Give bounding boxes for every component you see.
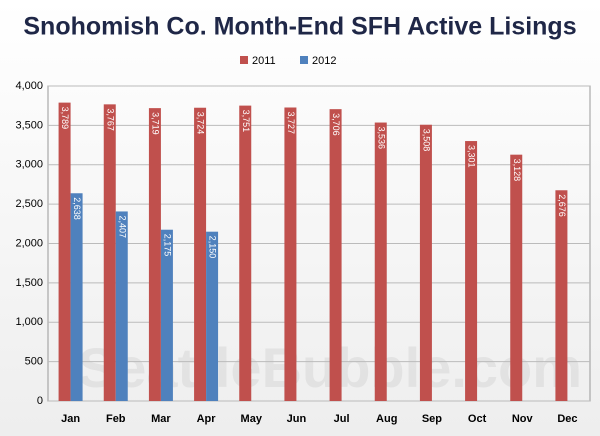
- bar: [160, 229, 173, 401]
- y-tick-label: 0: [37, 395, 43, 407]
- value-label: 2,638: [72, 197, 82, 220]
- value-label: 3,128: [512, 159, 522, 182]
- value-label: 3,789: [60, 107, 70, 130]
- value-label: 3,767: [105, 108, 115, 131]
- bar: [58, 102, 71, 402]
- value-label: 2,407: [117, 215, 127, 238]
- bar: [510, 154, 523, 401]
- y-tick-label: 1,500: [15, 277, 43, 289]
- legend-swatch: [300, 56, 308, 64]
- bar: [329, 109, 342, 401]
- value-label: 3,724: [196, 112, 206, 135]
- legend-label: 2011: [252, 55, 276, 67]
- bar: [465, 141, 478, 401]
- y-tick-label: 3,000: [15, 159, 43, 171]
- bar: [555, 190, 568, 401]
- x-tick-label: Feb: [106, 413, 126, 425]
- legend-swatch: [240, 56, 248, 64]
- x-tick-label: Jul: [334, 413, 350, 425]
- y-tick-label: 1,000: [15, 316, 43, 328]
- value-label: 3,508: [422, 129, 432, 152]
- x-tick-label: Aug: [376, 413, 397, 425]
- value-label: 3,727: [286, 111, 296, 134]
- x-tick-label: Jun: [287, 413, 307, 425]
- bar: [115, 211, 128, 401]
- bar: [148, 108, 161, 401]
- y-tick-label: 3,500: [15, 119, 43, 131]
- y-tick-label: 4,000: [15, 80, 43, 92]
- x-tick-label: Nov: [512, 413, 534, 425]
- legend-label: 2012: [312, 55, 336, 67]
- bar: [419, 124, 432, 402]
- bar: [103, 104, 116, 401]
- value-label: 3,719: [151, 112, 161, 135]
- value-label: 3,706: [331, 113, 341, 136]
- value-label: 2,175: [163, 234, 173, 257]
- x-tick-label: Jan: [61, 413, 80, 425]
- x-tick-label: Sep: [422, 413, 442, 425]
- bar: [284, 107, 297, 401]
- y-tick-label: 2,500: [15, 198, 43, 210]
- x-tick-label: Mar: [151, 413, 171, 425]
- x-tick-label: May: [241, 413, 263, 425]
- x-tick-label: Dec: [557, 413, 577, 425]
- bar: [206, 231, 219, 401]
- value-label: 3,536: [376, 127, 386, 150]
- bar: [194, 107, 207, 402]
- bar: [374, 122, 387, 401]
- y-tick-label: 2,000: [15, 237, 43, 249]
- value-label: 3,751: [241, 110, 251, 133]
- bar: [70, 193, 83, 401]
- x-tick-label: Oct: [468, 413, 487, 425]
- value-label: 2,150: [208, 236, 218, 259]
- y-tick-label: 500: [25, 356, 43, 368]
- chart-title: Snohomish Co. Month-End SFH Active Lisin…: [23, 13, 576, 41]
- value-label: 3,301: [467, 145, 477, 168]
- x-tick-label: Apr: [197, 413, 217, 425]
- bar: [239, 105, 252, 401]
- value-label: 2,676: [557, 194, 567, 217]
